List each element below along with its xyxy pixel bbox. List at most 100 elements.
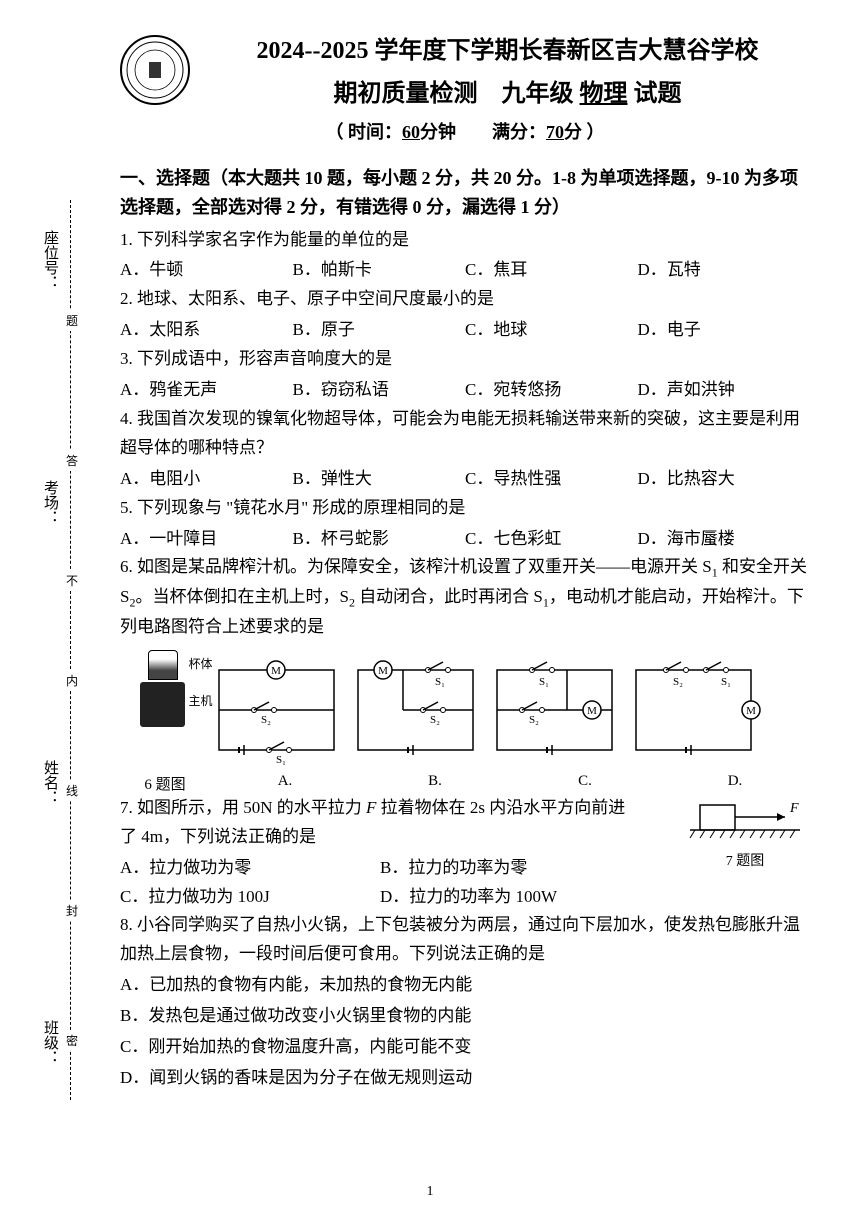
circuit-b: M S₁ S₂: [348, 660, 483, 765]
q3-opt-a: A．鸦雀无声: [120, 376, 293, 405]
q6-p4: 自动闭合，此时再闭合 S: [355, 587, 543, 606]
svg-text:S₁: S₁: [276, 754, 286, 765]
title-subject: 物理: [580, 81, 628, 107]
q5-opt-c: C．七色彩虹: [465, 525, 638, 554]
svg-text:S₂: S₂: [673, 676, 683, 688]
q1-opt-c: C．焦耳: [465, 256, 638, 285]
circuit-a: M S₂ S₁: [209, 660, 344, 765]
svg-text:S₁: S₁: [539, 676, 549, 688]
q6-opt-a: A.: [210, 773, 360, 794]
q6-opt-b: B.: [360, 773, 510, 794]
q6-p3: 。当杯体倒扣在主机上时，S: [135, 587, 348, 606]
main-content: 2024--2025 学年度下学期长春新区吉大慧谷学校 期初质量检测 九年级 物…: [120, 30, 810, 1093]
exam-title-line2: 期初质量检测 九年级 物理 试题: [205, 73, 810, 108]
q7-caption: 7 题图: [680, 850, 810, 870]
q7-opt-d: D．拉力的功率为 100W: [380, 883, 640, 912]
q2-opt-b: B．原子: [293, 316, 466, 345]
svg-text:S₂: S₂: [430, 714, 440, 726]
q2-options: A．太阳系 B．原子 C．地球 D．电子: [120, 316, 810, 345]
q1-opt-d: D．瓦特: [638, 256, 811, 285]
q7-wrapper: 7. 如图所示，用 50N 的水平拉力 F 拉着物体在 2s 内沿水平方向前进了…: [120, 794, 810, 912]
q1-text: 1. 下列科学家名字作为能量的单位的是: [120, 226, 810, 255]
q7-opt-c: C．拉力做功为 100J: [120, 883, 380, 912]
circuit-c: S₁ S₂ M: [487, 660, 622, 765]
q8-opt-a: A．已加热的食物有内能，未加热的食物无内能: [120, 971, 810, 1000]
q4-opt-b: B．弹性大: [293, 465, 466, 494]
binding-char-4: 内: [66, 670, 78, 691]
q4-opt-d: D．比热容大: [638, 465, 811, 494]
circuit-d: S₁ S₂ M: [626, 660, 761, 765]
q6-caption: 6 题图: [120, 773, 210, 794]
q5-opt-b: B．杯弓蛇影: [293, 525, 466, 554]
exam-header: 2024--2025 学年度下学期长春新区吉大慧谷学校 期初质量检测 九年级 物…: [120, 30, 810, 108]
timing-mid: 分钟 满分：: [420, 122, 546, 142]
q2-opt-a: A．太阳系: [120, 316, 293, 345]
section-1-heading: 一、选择题（本大题共 10 题，每小题 2 分，共 20 分。1-8 为单项选择…: [120, 164, 810, 222]
timing-suffix: 分 ）: [564, 122, 605, 142]
q7-opt-b: B．拉力的功率为零: [380, 854, 640, 883]
q5-opt-a: A．一叶障目: [120, 525, 293, 554]
q7-diagram: F 7 题图: [680, 790, 810, 860]
binding-room-label: 考场：: [40, 480, 61, 525]
q3-opt-d: D．声如洪钟: [638, 376, 811, 405]
timing-prefix: （ 时间：: [326, 122, 403, 142]
q7-f: F: [366, 798, 376, 817]
q8-opt-b: B．发热包是通过做功改变小火锅里食物的内能: [120, 1002, 810, 1031]
binding-seat-label: 座位号：: [40, 230, 61, 290]
page-number: 1: [0, 1184, 860, 1200]
q5-text: 5. 下列现象与 "镜花水月" 形成的原理相同的是: [120, 494, 810, 523]
svg-text:S₂: S₂: [529, 714, 539, 726]
q3-opt-c: C．宛转悠扬: [465, 376, 638, 405]
binding-name-label: 姓名：: [40, 760, 61, 805]
q7-force-label: F: [789, 801, 799, 816]
school-logo: [120, 35, 190, 105]
binding-char-1: 题: [66, 310, 78, 331]
svg-text:M: M: [271, 665, 281, 677]
binding-dashed-line: [70, 200, 71, 1100]
q3-opt-b: B．窃窃私语: [293, 376, 466, 405]
q7-options: A．拉力做功为零 B．拉力的功率为零 C．拉力做功为 100J D．拉力的功率为…: [120, 854, 640, 912]
q5-options: A．一叶障目 B．杯弓蛇影 C．七色彩虹 D．海市蜃楼: [120, 525, 810, 554]
q7-p1: 7. 如图所示，用 50N 的水平拉力: [120, 798, 366, 817]
q6-opt-c: C.: [510, 773, 660, 794]
q8-opt-d: D．闻到火锅的香味是因为分子在做无规则运动: [120, 1064, 810, 1093]
title-line2-b: 试题: [634, 81, 682, 107]
svg-text:M: M: [587, 705, 597, 717]
q6-circuits: 杯体 主机 M S₂ S₁: [120, 650, 810, 765]
svg-text:S₂: S₂: [261, 714, 271, 726]
binding-char-6: 封: [66, 900, 78, 921]
q8-text: 8. 小谷同学购买了自热小火锅，上下包装被分为两层，通过向下层加水，使发热包膨胀…: [120, 911, 810, 969]
q2-opt-c: C．地球: [465, 316, 638, 345]
exam-timing: （ 时间：60分钟 满分：70分 ）: [120, 118, 810, 144]
binding-char-3: 不: [66, 570, 78, 591]
q7-opt-a: A．拉力做功为零: [120, 854, 380, 883]
title-block: 2024--2025 学年度下学期长春新区吉大慧谷学校 期初质量检测 九年级 物…: [205, 30, 810, 108]
q1-opt-a: A．牛顿: [120, 256, 293, 285]
binding-char-5: 线: [66, 780, 78, 801]
q4-options: A．电阻小 B．弹性大 C．导热性强 D．比热容大: [120, 465, 810, 494]
timing-score: 70: [546, 122, 564, 142]
q2-opt-d: D．电子: [638, 316, 811, 345]
exam-title-line1: 2024--2025 学年度下学期长春新区吉大慧谷学校: [205, 30, 810, 65]
svg-text:M: M: [378, 665, 388, 677]
q4-opt-a: A．电阻小: [120, 465, 293, 494]
q3-text: 3. 下列成语中，形容声音响度大的是: [120, 345, 810, 374]
svg-text:S₁: S₁: [435, 676, 445, 688]
juicer-figure: 杯体 主机: [120, 650, 205, 765]
q7-text: 7. 如图所示，用 50N 的水平拉力 F 拉着物体在 2s 内沿水平方向前进了…: [120, 794, 640, 852]
binding-margin: 座位号： 考场： 姓名： 班级： 题 答 不 内 线 封 密: [40, 200, 100, 1100]
q3-options: A．鸦雀无声 B．窃窃私语 C．宛转悠扬 D．声如洪钟: [120, 376, 810, 405]
svg-text:M: M: [746, 705, 756, 717]
binding-class-label: 班级：: [40, 1020, 61, 1065]
binding-char-2: 答: [66, 450, 78, 471]
q1-opt-b: B．帕斯卡: [293, 256, 466, 285]
timing-minutes: 60: [402, 122, 420, 142]
q4-text: 4. 我国首次发现的镍氧化物超导体，可能会为电能无损耗输送带来新的突破，这主要是…: [120, 405, 810, 463]
title-line2-a: 期初质量检测 九年级: [334, 81, 574, 107]
q2-text: 2. 地球、太阳系、电子、原子中空间尺度最小的是: [120, 285, 810, 314]
q8-opt-c: C．刚开始加热的食物温度升高，内能可能不变: [120, 1033, 810, 1062]
q6-p1: 6. 如图是某品牌榨汁机。为保障安全，该榨汁机设置了双重开关——电源开关 S: [120, 557, 712, 576]
svg-text:S₁: S₁: [721, 676, 731, 688]
q1-options: A．牛顿 B．帕斯卡 C．焦耳 D．瓦特: [120, 256, 810, 285]
q5-opt-d: D．海市蜃楼: [638, 525, 811, 554]
